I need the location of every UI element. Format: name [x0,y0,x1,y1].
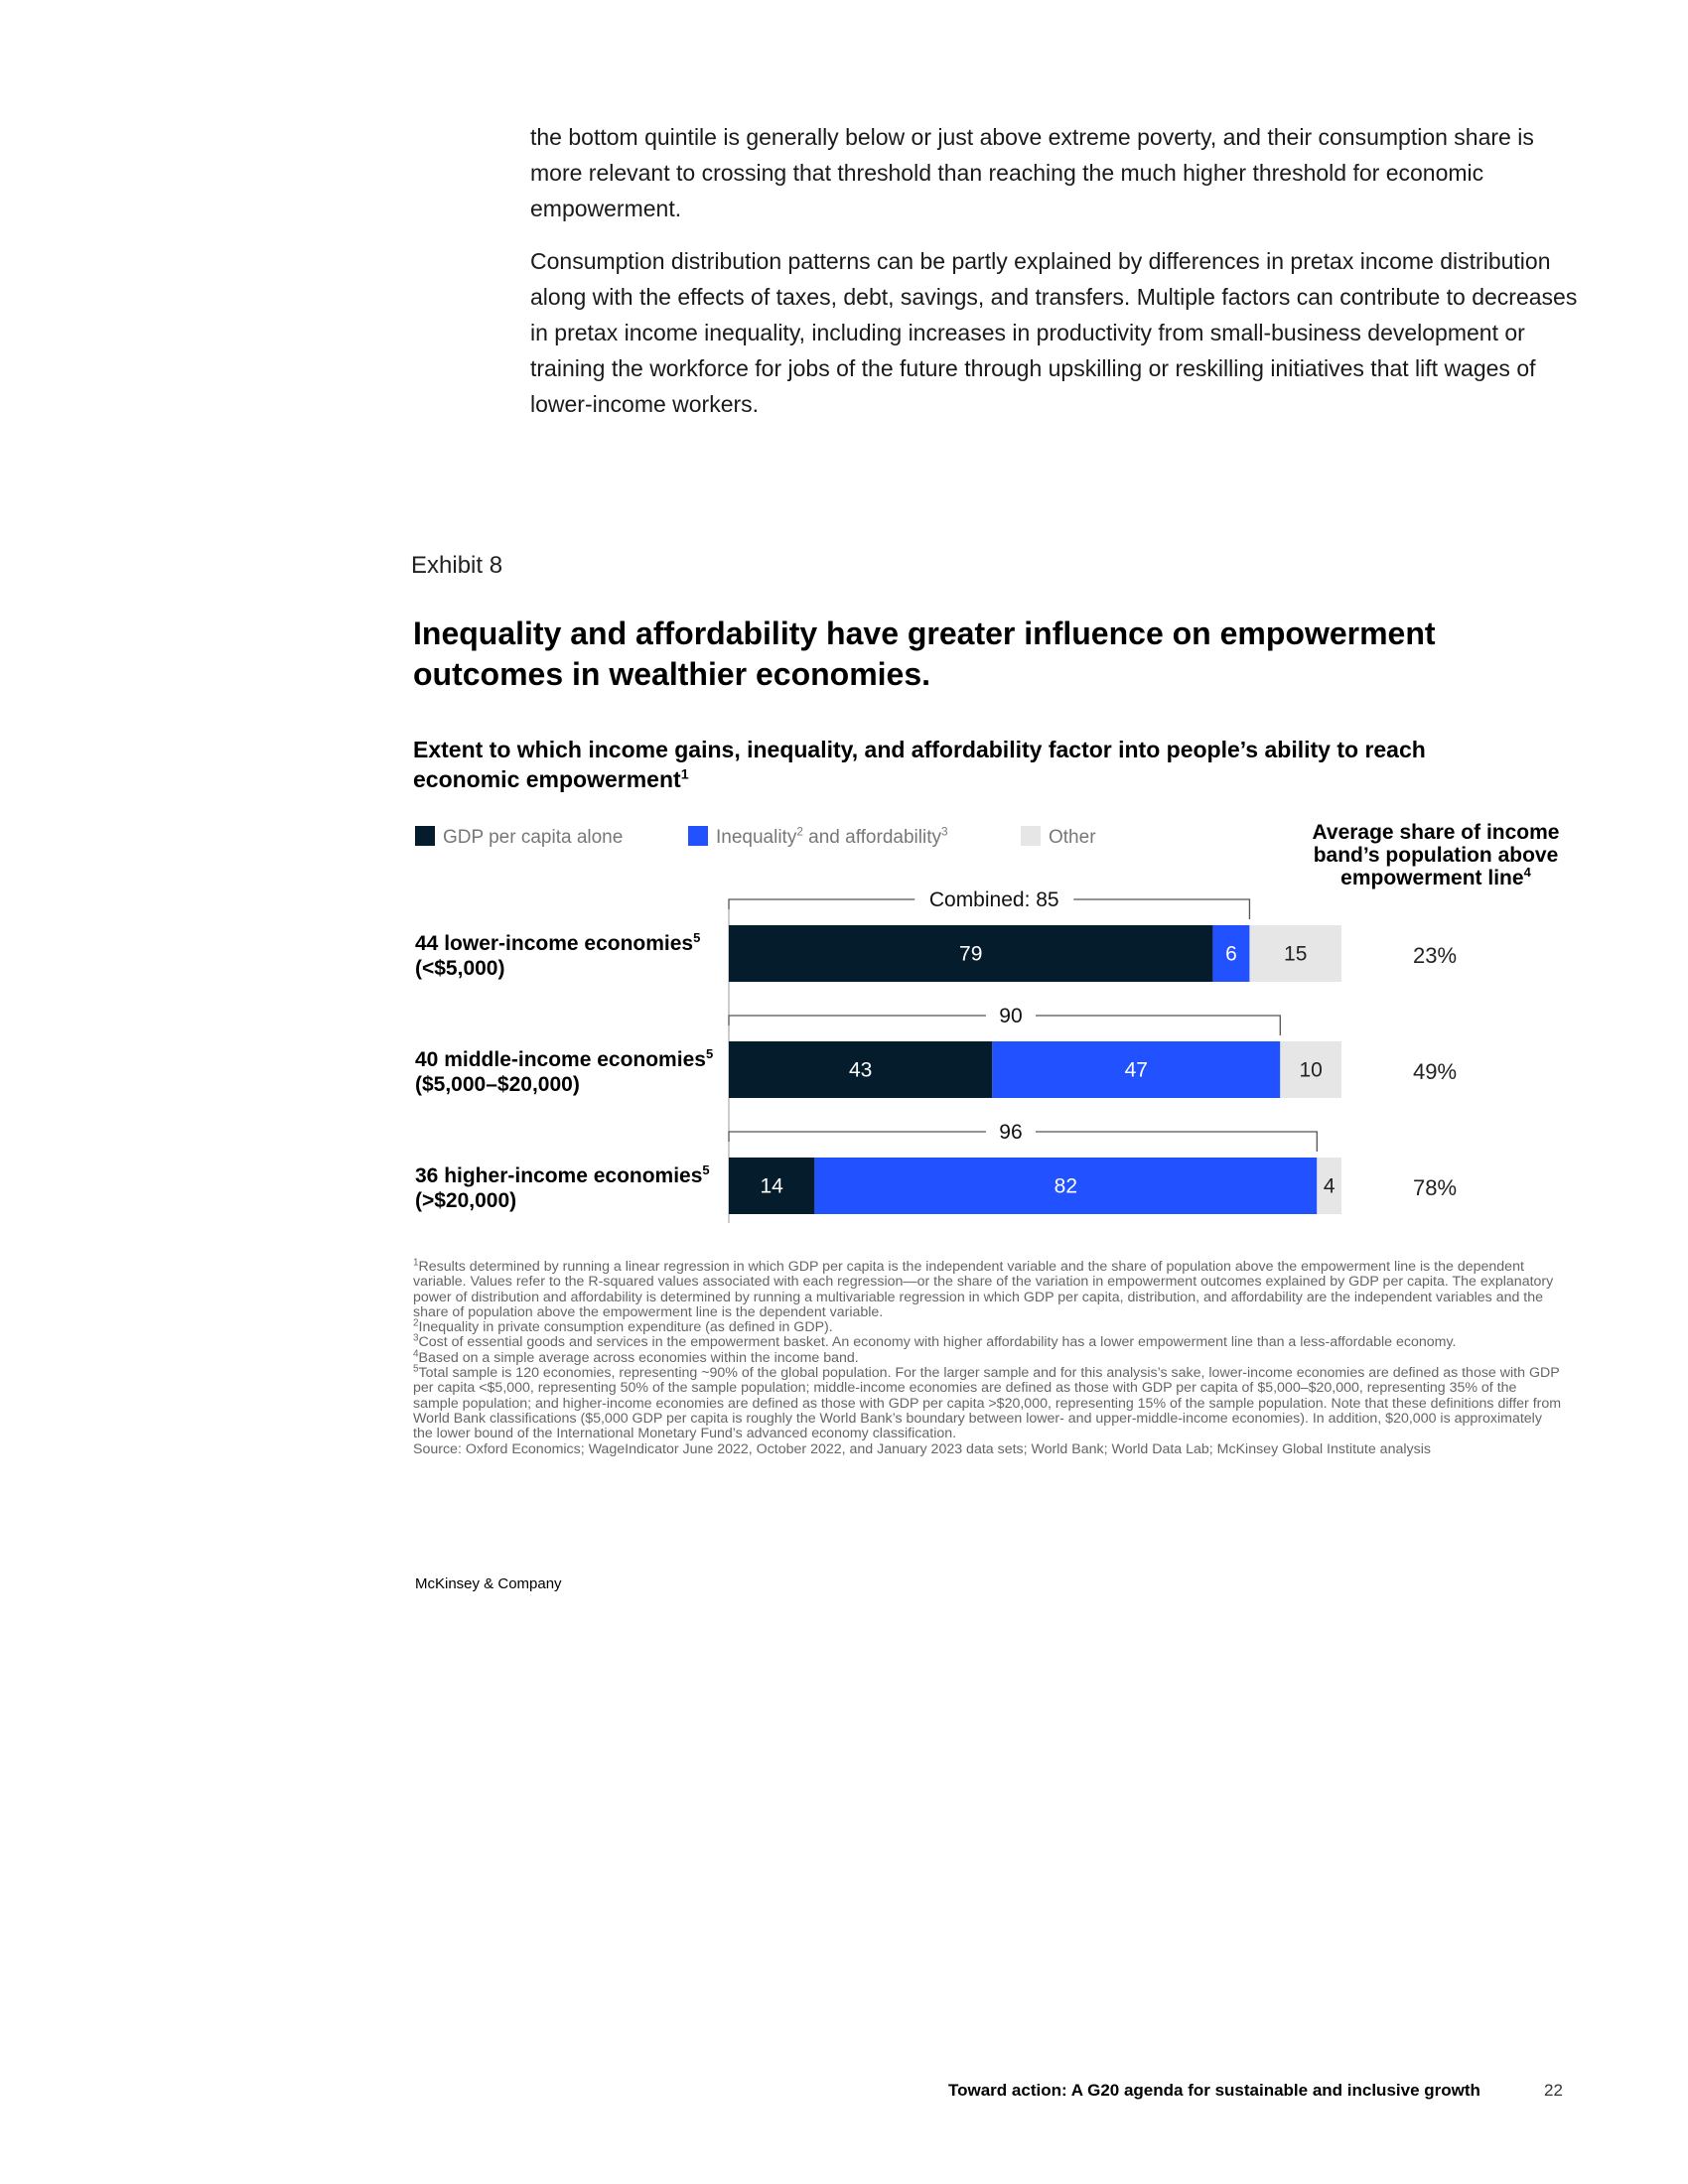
footnote-1-text: Results determined by running a linear r… [413,1259,1554,1320]
row-label-lower-income: 44 lower-income economies5 (<$5,000) [415,931,733,981]
exhibit-subtitle-sup: 1 [680,766,689,783]
legend-item-other: Other [1021,826,1096,849]
bar-label-middle-income-gdp: 43 [849,1059,872,1082]
row-label-lower-income-range: (<$5,000) [415,957,505,980]
combined-label-middle-income: 90 [999,1005,1022,1027]
row-label-higher-income-name: 36 higher-income economies [415,1164,703,1187]
footnote-5: 5Total sample is 120 economies, represen… [413,1363,1565,1442]
bar-middle-income-other [1280,1041,1341,1098]
brand-name: McKinsey & Company [415,1575,562,1592]
bar-label-higher-income-other: 4 [1324,1175,1336,1198]
footnote-5-text: Total sample is 120 economies, represent… [413,1365,1562,1442]
legend-sup-inequality: 2 [796,825,803,839]
share-value-middle-income: 49% [1412,1059,1458,1084]
bar-label-lower-income-gdp: 79 [959,943,982,966]
footnote-3-text: Cost of essential goods and services in … [418,1334,1457,1351]
combined-label-bg-middle-income [985,1002,1036,1025]
bar-middle-income-inequality [992,1041,1281,1098]
combined-label-lower-income: Combined: 85 [929,888,1059,911]
exhibit-subtitle: Extent to which income gains, inequality… [413,735,1446,794]
exhibit-subtitle-text: Extent to which income gains, inequality… [413,737,1426,792]
row-label-higher-income-range: (>$20,000) [415,1189,517,1212]
bar-higher-income-gdp [729,1158,815,1214]
bar-label-lower-income-other: 15 [1284,943,1307,966]
footnote-2-text: Inequality in private consumption expend… [418,1319,833,1336]
bar-lower-income-inequality [1212,925,1250,982]
row-label-lower-income-sup: 5 [693,930,701,945]
share-header-line-3: empowerment line4 [1287,865,1585,889]
legend-sup-affordability: 3 [940,825,948,839]
page-number: 22 [1544,2081,1563,2100]
source-note: Source: Oxford Economics; WageIndicator … [413,1440,1431,1457]
bar-label-lower-income-inequality: 6 [1225,943,1237,966]
footnote-4: 4Based on a simple average across econom… [413,1348,1565,1366]
footnote-3: 3Cost of essential goods and services in… [413,1332,1565,1351]
share-column-header: Average share of income band’s populatio… [1287,821,1585,889]
footnotes: 1Results determined by running a linear … [413,1257,1565,1457]
combined-label-bg-higher-income [985,1118,1036,1142]
row-label-lower-income-line-1: 44 lower-income economies5 [415,931,733,956]
bar-label-middle-income-other: 10 [1299,1059,1322,1082]
row-label-middle-income-name: 40 middle-income economies [415,1048,706,1071]
exhibit-label: Exhibit 8 [411,552,503,579]
bar-label-higher-income-gdp: 14 [761,1175,784,1198]
share-header-line-3-text: empowerment line [1340,867,1524,889]
row-label-higher-income: 36 higher-income economies5 (>$20,000) [415,1163,733,1213]
legend-item-inequality: Inequality2 and affordability3 [688,826,948,849]
bar-higher-income-other [1317,1158,1341,1214]
footnote-2: 2Inequality in private consumption expen… [413,1317,1565,1336]
footnote-1-marker: 1 [413,1257,419,1269]
body-paragraph-1: the bottom quintile is generally below o… [530,124,1534,221]
footnote-5-marker: 5 [413,1363,419,1375]
legend-swatch-inequality [688,826,708,846]
legend-item-gdp: GDP per capita alone [415,826,623,849]
row-label-middle-income-range: ($5,000–$20,000) [415,1073,580,1096]
footnote-2-marker: 2 [413,1317,419,1329]
legend-label-gdp: GDP per capita alone [443,827,624,848]
bar-label-middle-income-inequality: 47 [1125,1059,1148,1082]
combined-label-bg-lower-income [914,886,1074,909]
footnote-4-text: Based on a simple average across economi… [418,1349,859,1366]
exhibit-title: Inequality and affordability have greate… [413,615,1436,692]
row-label-middle-income-sup: 5 [705,1046,714,1061]
footnote-3-marker: 3 [413,1332,419,1344]
bar-label-higher-income-inequality: 82 [1055,1175,1077,1198]
legend-swatch-other [1021,826,1041,846]
legend-label-other: Other [1049,827,1096,848]
row-label-middle-income-line-1: 40 middle-income economies5 [415,1047,733,1072]
bar-lower-income-gdp [729,925,1213,982]
share-value-higher-income: 78% [1412,1175,1458,1200]
combined-label-higher-income: 96 [999,1121,1022,1144]
row-label-middle-income: 40 middle-income economies5 ($5,000–$20,… [415,1047,733,1097]
share-value-lower-income: 23% [1412,943,1458,968]
legend-swatch-gdp [415,826,435,846]
bar-higher-income-inequality [814,1158,1318,1214]
share-header-line-1: Average share of income [1312,821,1560,844]
share-header-line-2: band’s population above [1313,844,1559,867]
row-label-lower-income-name: 44 lower-income economies [415,932,694,955]
bar-middle-income-gdp [729,1041,993,1098]
legend-label-affordability: and affordability [802,827,941,848]
bar-lower-income-other [1249,925,1341,982]
footnote-4-marker: 4 [413,1348,419,1360]
legend-label-inequality: Inequality [716,827,797,848]
row-label-higher-income-sup: 5 [702,1162,710,1177]
footer-title: Toward action: A G20 agenda for sustaina… [948,2081,1480,2100]
footnote-1: 1Results determined by running a linear … [413,1257,1565,1320]
body-paragraph-2: Consumption distribution patterns can be… [530,248,1578,417]
row-label-higher-income-line-1: 36 higher-income economies5 [415,1163,733,1188]
share-header-sup: 4 [1523,865,1531,880]
